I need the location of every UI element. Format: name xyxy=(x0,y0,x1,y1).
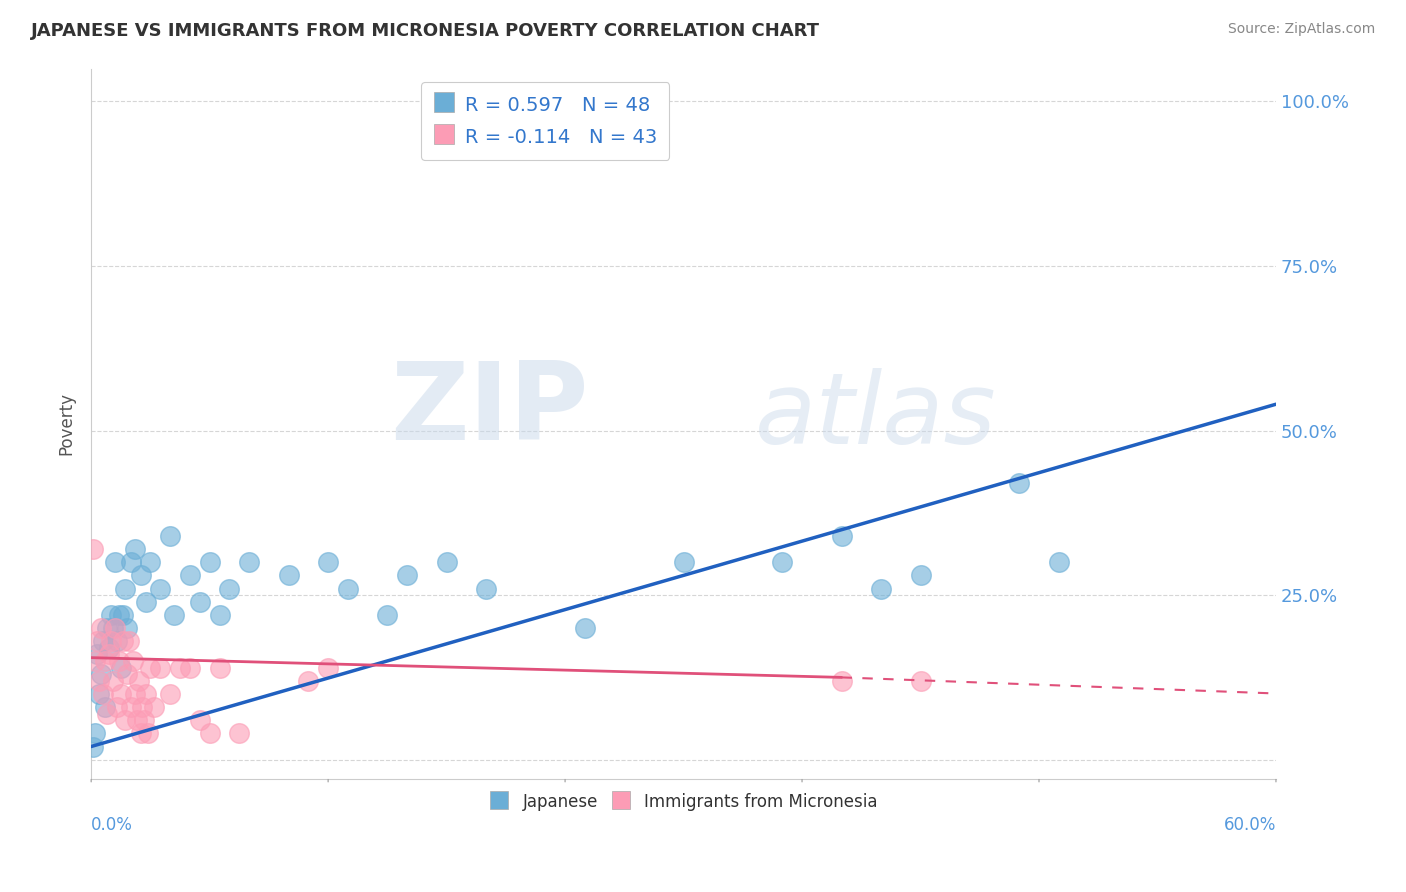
Point xyxy=(96,621,118,635)
Point xyxy=(179,568,201,582)
Point xyxy=(297,673,319,688)
Point xyxy=(104,621,127,635)
Point xyxy=(115,667,138,681)
Text: 0.0%: 0.0% xyxy=(91,815,134,834)
Point xyxy=(436,555,458,569)
Point xyxy=(138,726,160,740)
Point xyxy=(124,687,146,701)
Point xyxy=(277,568,299,582)
Point xyxy=(149,582,172,596)
Point xyxy=(90,667,112,681)
Y-axis label: Poverty: Poverty xyxy=(58,392,75,456)
Point xyxy=(121,654,143,668)
Point xyxy=(107,607,129,622)
Point xyxy=(105,700,128,714)
Point xyxy=(115,621,138,635)
Point xyxy=(188,713,211,727)
Point xyxy=(82,542,104,557)
Point xyxy=(87,673,110,688)
Text: 60.0%: 60.0% xyxy=(1223,815,1277,834)
Point xyxy=(129,726,152,740)
Point xyxy=(1008,476,1031,491)
Point xyxy=(91,687,114,701)
Point xyxy=(198,555,221,569)
Point xyxy=(105,634,128,648)
Point xyxy=(159,529,181,543)
Point xyxy=(316,555,339,569)
Point xyxy=(82,739,104,754)
Point xyxy=(94,700,117,714)
Point xyxy=(96,706,118,721)
Point xyxy=(198,726,221,740)
Point xyxy=(84,726,107,740)
Point xyxy=(163,607,186,622)
Point xyxy=(128,673,150,688)
Point xyxy=(84,654,107,668)
Point xyxy=(870,582,893,596)
Point xyxy=(316,660,339,674)
Point xyxy=(475,582,498,596)
Point xyxy=(336,582,359,596)
Point xyxy=(131,700,153,714)
Point xyxy=(910,568,932,582)
Point xyxy=(86,634,108,648)
Point xyxy=(135,687,157,701)
Text: Source: ZipAtlas.com: Source: ZipAtlas.com xyxy=(1227,22,1375,37)
Point xyxy=(377,607,399,622)
Point xyxy=(179,660,201,674)
Point xyxy=(770,555,793,569)
Legend: Japanese, Immigrants from Micronesia: Japanese, Immigrants from Micronesia xyxy=(482,786,884,817)
Point xyxy=(97,640,120,655)
Point xyxy=(104,555,127,569)
Point xyxy=(574,621,596,635)
Point xyxy=(107,654,129,668)
Point xyxy=(91,634,114,648)
Point xyxy=(114,713,136,727)
Point xyxy=(238,555,260,569)
Point xyxy=(101,621,124,635)
Point xyxy=(228,726,250,740)
Point xyxy=(910,673,932,688)
Point xyxy=(110,687,132,701)
Point xyxy=(139,660,162,674)
Text: ZIP: ZIP xyxy=(391,357,589,463)
Point xyxy=(135,595,157,609)
Point xyxy=(111,607,134,622)
Point xyxy=(129,568,152,582)
Text: JAPANESE VS IMMIGRANTS FROM MICRONESIA POVERTY CORRELATION CHART: JAPANESE VS IMMIGRANTS FROM MICRONESIA P… xyxy=(31,22,820,40)
Point xyxy=(831,529,853,543)
Point xyxy=(90,621,112,635)
Point xyxy=(87,687,110,701)
Point xyxy=(218,582,240,596)
Point xyxy=(125,713,148,727)
Point xyxy=(208,660,231,674)
Point xyxy=(188,595,211,609)
Point xyxy=(118,634,141,648)
Point xyxy=(100,607,122,622)
Point xyxy=(831,673,853,688)
Point xyxy=(396,568,419,582)
Point xyxy=(111,634,134,648)
Point xyxy=(110,660,132,674)
Point xyxy=(100,634,122,648)
Point xyxy=(134,713,156,727)
Point xyxy=(86,648,108,662)
Point xyxy=(159,687,181,701)
Point xyxy=(169,660,191,674)
Point xyxy=(97,648,120,662)
Point xyxy=(1047,555,1070,569)
Point xyxy=(114,582,136,596)
Point xyxy=(143,700,166,714)
Point xyxy=(672,555,695,569)
Point xyxy=(149,660,172,674)
Text: atlas: atlas xyxy=(755,368,997,466)
Point xyxy=(208,607,231,622)
Point xyxy=(120,700,142,714)
Point xyxy=(101,673,124,688)
Point xyxy=(124,542,146,557)
Point xyxy=(139,555,162,569)
Point xyxy=(94,654,117,668)
Point xyxy=(120,555,142,569)
